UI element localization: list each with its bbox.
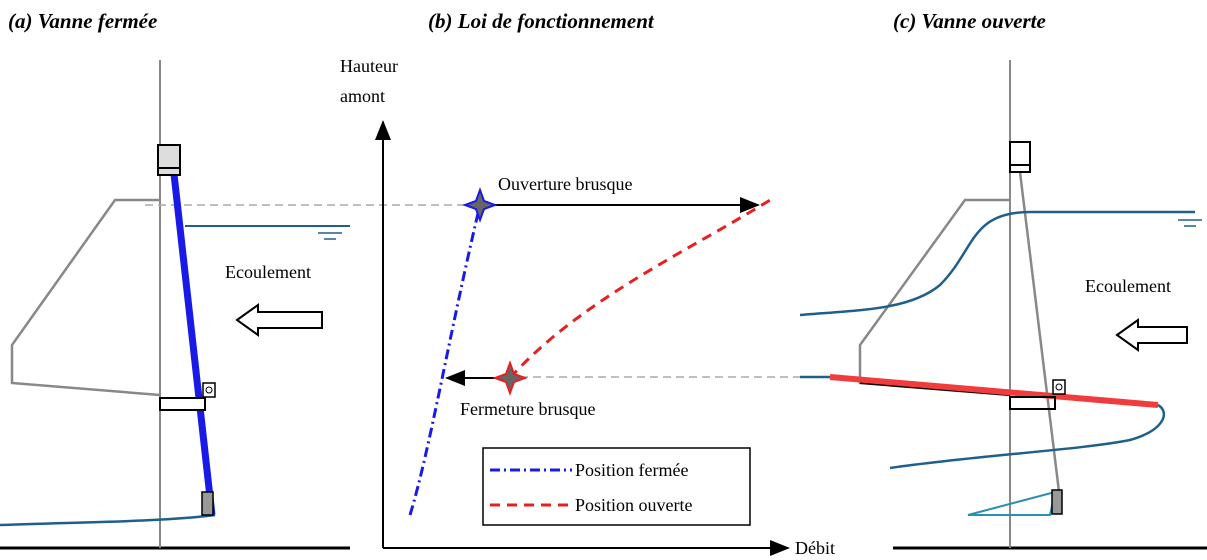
y-axis-label: amont (340, 86, 385, 106)
annotation: Fermeture brusque (460, 399, 595, 419)
annotation: Ecoulement (225, 262, 311, 282)
legend-entry: Position ouverte (575, 495, 693, 515)
panel-c: Ecoulement (800, 60, 1207, 548)
annotation: Ouverture brusque (498, 174, 632, 194)
annotation: Ecoulement (1085, 276, 1171, 296)
panel-title: (b) Loi de fonctionnement (428, 9, 655, 33)
x-axis-label: Débit (795, 538, 835, 558)
legend-entry: Position fermée (575, 460, 688, 480)
figure: (a) Vanne fermée (b) Loi de fonctionneme… (0, 0, 1207, 560)
panel-a: Ecoulement (0, 60, 478, 548)
panel-b: Hauteur amont Débit Ouverture brusque Fe… (340, 56, 835, 558)
panel-title: (a) Vanne fermée (8, 9, 157, 33)
panel-title: (c) Vanne ouverte (893, 9, 1046, 33)
y-axis-label: Hauteur (340, 56, 398, 76)
